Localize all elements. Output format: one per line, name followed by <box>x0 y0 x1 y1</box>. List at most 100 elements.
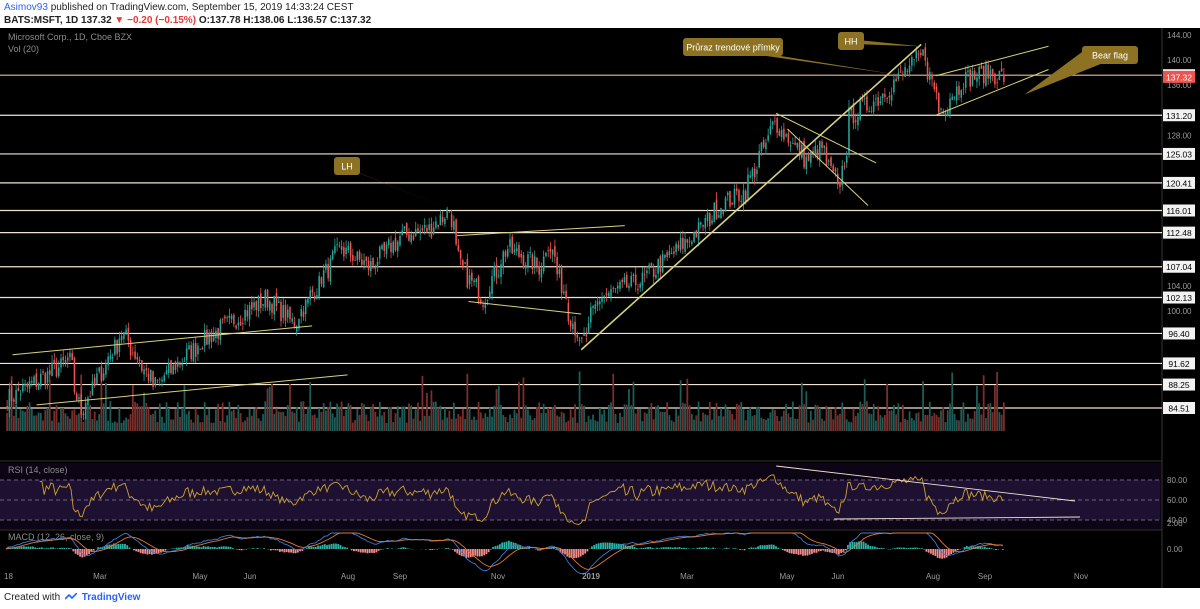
time-tick-label: Aug <box>926 572 940 581</box>
candle-body <box>789 145 792 147</box>
volume-bar <box>28 402 31 431</box>
macd-histogram-bar <box>914 547 917 549</box>
candle-body <box>895 78 897 82</box>
candle-body <box>621 279 624 283</box>
volume-bar <box>655 406 657 431</box>
volume-bar <box>237 404 240 431</box>
volume-bar <box>650 403 653 431</box>
volume-bar <box>405 422 408 431</box>
macd-histogram-bar <box>579 549 582 557</box>
author-link[interactable]: Asimov93 <box>4 2 48 13</box>
macd-histogram-bar <box>597 543 600 549</box>
volume-bar <box>30 409 33 431</box>
macd-histogram-bar <box>227 546 230 549</box>
symbol-line: BATS:MSFT, 1D 137.32 ▼ −0.20 (−0.15%) O:… <box>4 15 371 26</box>
volume-bar <box>794 418 796 431</box>
macd-histogram-bar <box>593 544 596 549</box>
candle-body <box>206 329 208 345</box>
volume-bar <box>942 407 945 431</box>
volume-bar <box>57 422 60 431</box>
macd-histogram-bar <box>186 545 189 549</box>
candle-body <box>576 334 579 338</box>
candle-body <box>978 66 980 79</box>
volume-bar <box>807 422 810 431</box>
macd-histogram-bar <box>146 549 149 555</box>
volume-bar <box>996 371 999 431</box>
candle-body <box>132 352 134 354</box>
volume-bar <box>747 409 749 431</box>
tradingview-brand[interactable]: TradingView <box>81 592 141 603</box>
flag-upper-line <box>775 112 877 164</box>
volume-bar <box>960 409 963 431</box>
candle-body <box>89 396 91 398</box>
macd-histogram-bar <box>90 549 93 552</box>
level-tag-label: 112.48 <box>1166 228 1192 238</box>
candle-body <box>776 118 778 133</box>
price-axis: 137.59131.20125.03120.41116.01112.48107.… <box>1163 31 1195 554</box>
candle-body <box>197 345 199 355</box>
volume-bar <box>888 410 891 431</box>
volume-bar <box>993 385 996 431</box>
level-tag-label: 125.03 <box>1166 149 1192 159</box>
macd-histogram-bar <box>582 549 584 555</box>
candle-body <box>825 146 828 166</box>
macd-histogram-bar <box>604 542 607 549</box>
volume-bar <box>253 408 255 431</box>
price-tick-label: 128.00 <box>1167 131 1192 140</box>
candle-body <box>504 251 507 257</box>
macd-histogram-bar <box>638 548 640 549</box>
volume-bar <box>612 373 615 431</box>
volume-bar <box>672 421 675 431</box>
candle-body <box>219 319 222 340</box>
candle-body <box>700 222 702 225</box>
candle-body <box>405 223 408 236</box>
candle-body <box>448 211 451 213</box>
candle-body <box>850 106 853 111</box>
macd-histogram-bar <box>202 546 205 549</box>
candle-body <box>807 155 810 161</box>
candle-body <box>358 251 361 260</box>
candle-body <box>810 151 812 163</box>
volume-bar <box>89 404 92 431</box>
volume-bar <box>450 418 453 431</box>
candle-body <box>212 334 215 341</box>
candle-body <box>31 381 33 383</box>
volume-bar <box>592 414 594 431</box>
candle-body <box>628 285 630 289</box>
volume-bar <box>170 419 172 431</box>
volume-bar <box>241 422 244 431</box>
candle-body <box>893 79 895 93</box>
volume-bar <box>502 414 505 431</box>
volume-bar <box>881 417 884 431</box>
volume-bar <box>677 415 680 431</box>
candle-body <box>462 260 464 266</box>
candle-body <box>780 129 783 138</box>
macd-histogram-bar <box>330 543 333 549</box>
volume-bar <box>560 411 563 431</box>
macd-histogram-bar <box>586 549 589 552</box>
volume-bar <box>587 415 590 431</box>
volume-bar <box>594 420 597 431</box>
symbol-ohlc: O:137.78 H:138.06 L:136.57 C:137.32 <box>198 15 372 26</box>
macd-histogram-bar <box>804 549 807 556</box>
candle-body <box>210 331 213 342</box>
candle-body <box>973 71 976 80</box>
price-chart[interactable]: LH Průraz trendové přímky HH Bear flag 137.… <box>0 28 1200 588</box>
candle-body <box>834 168 837 172</box>
symbol-prefix: BATS:MSFT, 1D <box>4 15 79 26</box>
volume-bar <box>336 403 339 431</box>
volume-bar <box>765 419 767 431</box>
candle-body <box>949 98 951 114</box>
volume-bar <box>715 402 718 431</box>
macd-histogram-bar <box>220 546 223 549</box>
rsi-indicator <box>39 465 1081 525</box>
candle-body <box>428 224 430 230</box>
volume-bar <box>821 418 823 431</box>
candle-body <box>513 249 516 253</box>
candle-body <box>338 245 341 247</box>
macd-histogram-bar <box>934 549 937 557</box>
macd-histogram-bar <box>341 546 344 549</box>
candle-body <box>848 107 850 154</box>
volume-bar <box>228 401 231 431</box>
macd-histogram-bar <box>844 549 847 551</box>
